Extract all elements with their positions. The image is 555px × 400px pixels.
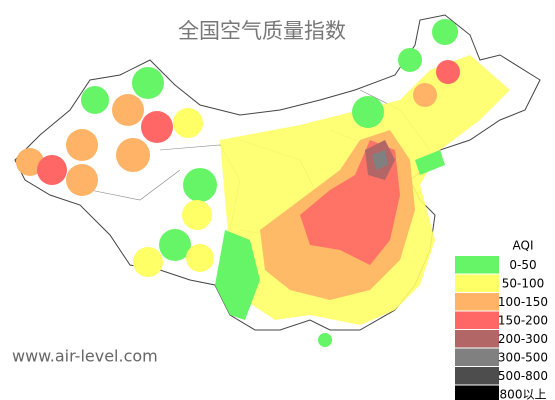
legend-swatch [455, 330, 499, 348]
aqi-region [66, 129, 98, 161]
legend-label: 50-100 [502, 276, 545, 290]
legend-label: 150-200 [498, 313, 548, 327]
legend-swatch [455, 274, 499, 292]
aqi-region [159, 229, 191, 261]
aqi-region [133, 247, 163, 277]
aqi-region [215, 230, 260, 320]
legend-label: 200-300 [498, 332, 548, 346]
aqi-region [183, 168, 217, 202]
legend-label: 100-150 [498, 295, 548, 309]
aqi-region [413, 83, 437, 107]
legend-label: 300-500 [498, 350, 548, 364]
legend-label: 800以上 [500, 387, 547, 400]
aqi-region [132, 67, 164, 99]
aqi-region [112, 94, 144, 126]
legend-swatch [455, 367, 499, 385]
legend: AQI 0-50 50-100 100-150 150-200 200-300 300-5… [455, 236, 555, 400]
aqi-region [415, 150, 445, 175]
aqi-region [186, 244, 214, 272]
aqi-region [37, 155, 67, 185]
aqi-region [173, 108, 203, 138]
aqi-region [16, 148, 44, 176]
legend-swatch [455, 385, 499, 400]
aqi-region [141, 111, 173, 143]
aqi-region [116, 138, 150, 172]
aqi-region [318, 333, 332, 347]
legend-swatch [455, 293, 499, 311]
aqi-region [352, 96, 384, 128]
legend-swatch [455, 256, 499, 274]
aqi-region [372, 150, 388, 170]
legend-label: 0-50 [509, 258, 536, 272]
aqi-region [432, 19, 458, 45]
aqi-region [398, 48, 422, 72]
watermark: www.air-level.com [12, 347, 158, 366]
aqi-region [182, 200, 212, 230]
map [14, 14, 541, 347]
legend-swatch [455, 348, 499, 366]
map-title: 全国空气质量指数 [178, 19, 346, 43]
aqi-region [436, 60, 460, 84]
legend-label: 500-800 [498, 369, 548, 383]
legend-swatch [455, 311, 499, 329]
aqi-region [66, 164, 98, 196]
legend-title: AQI [513, 239, 534, 253]
aqi-region [81, 86, 109, 114]
